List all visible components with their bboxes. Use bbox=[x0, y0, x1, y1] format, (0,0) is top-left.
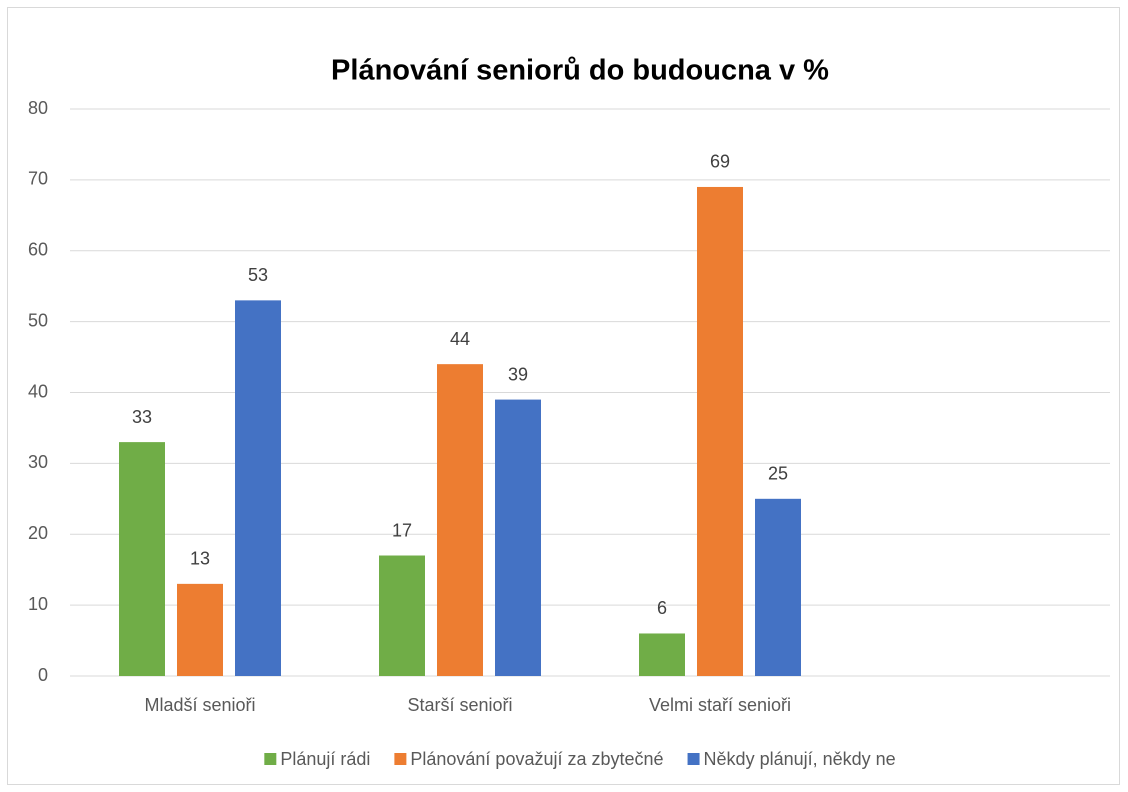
y-tick-label: 40 bbox=[28, 381, 48, 401]
data-label: 44 bbox=[450, 329, 470, 349]
bar bbox=[755, 498, 801, 676]
bar bbox=[437, 364, 483, 676]
bar bbox=[119, 442, 165, 676]
bar bbox=[495, 399, 541, 676]
y-tick-label: 10 bbox=[28, 594, 48, 614]
data-label: 69 bbox=[710, 152, 730, 172]
legend-label: Plánují rádi bbox=[280, 749, 370, 769]
x-tick-label: Mladší senioři bbox=[144, 695, 255, 715]
y-tick-label: 30 bbox=[28, 452, 48, 472]
y-tick-label: 20 bbox=[28, 523, 48, 543]
bar bbox=[697, 186, 743, 676]
y-tick-label: 50 bbox=[28, 310, 48, 330]
y-tick-label: 70 bbox=[28, 169, 48, 189]
y-tick-label: 80 bbox=[28, 98, 48, 118]
y-tick-label: 60 bbox=[28, 240, 48, 260]
legend-swatch bbox=[394, 753, 407, 765]
bar bbox=[639, 633, 685, 676]
data-label: 39 bbox=[508, 364, 528, 384]
legend-swatch bbox=[687, 753, 700, 765]
y-tick-label: 0 bbox=[38, 665, 48, 685]
data-label: 17 bbox=[392, 520, 412, 540]
data-label: 33 bbox=[132, 407, 152, 427]
legend-swatch bbox=[264, 753, 277, 765]
bar bbox=[235, 300, 281, 676]
chart-border bbox=[7, 7, 1120, 785]
bar bbox=[379, 555, 425, 676]
legend-label: Někdy plánují, někdy ne bbox=[704, 749, 896, 769]
chart-title: Plánování seniorů do budoucna v % bbox=[331, 55, 829, 87]
legend-label: Plánování považují za zbytečné bbox=[410, 749, 663, 769]
x-tick-label: Velmi staří senioři bbox=[649, 695, 791, 715]
data-label: 53 bbox=[248, 265, 268, 285]
x-tick-label: Starší senioři bbox=[407, 695, 512, 715]
data-label: 13 bbox=[190, 549, 210, 569]
data-label: 6 bbox=[657, 598, 667, 618]
data-label: 25 bbox=[768, 464, 788, 484]
bar bbox=[177, 583, 223, 676]
